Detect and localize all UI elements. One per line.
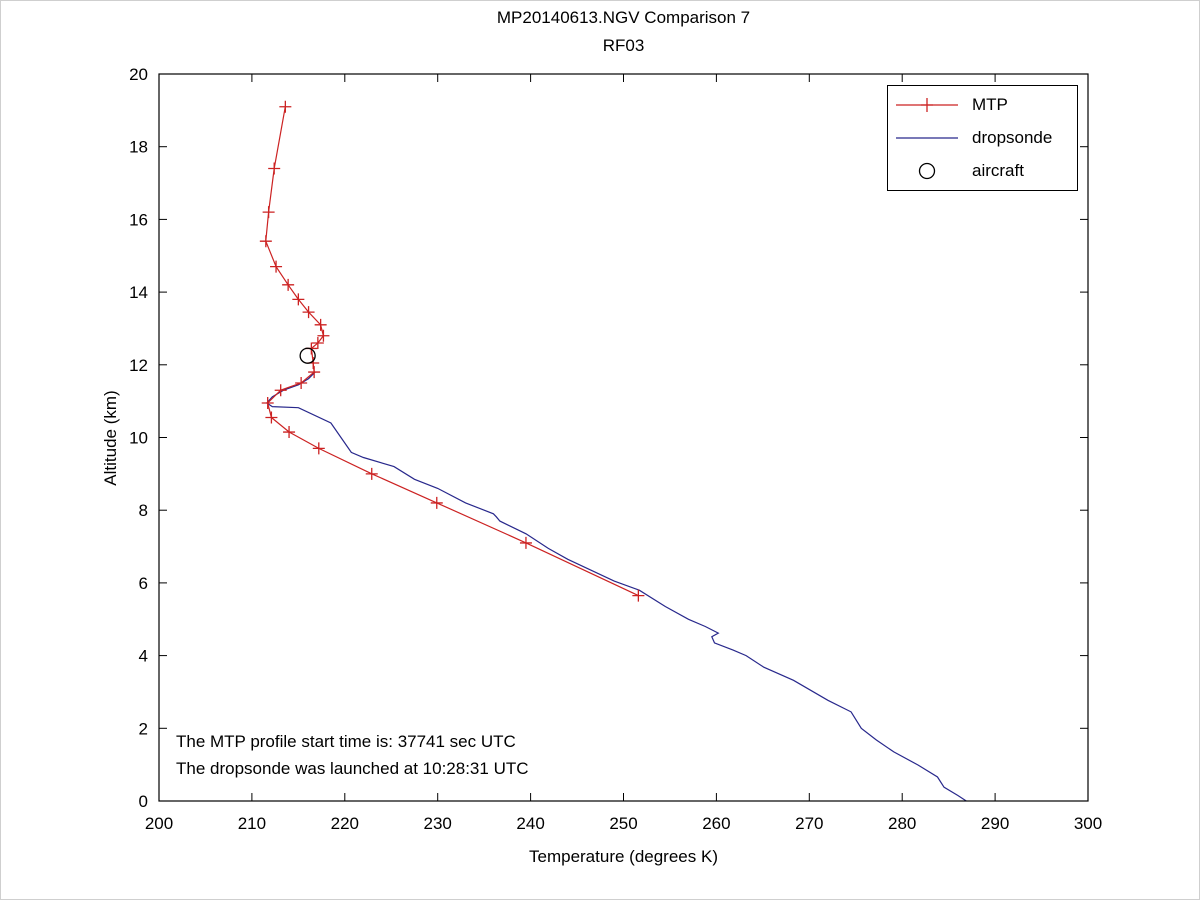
x-tick-label: 280 xyxy=(888,814,916,833)
y-tick-label: 10 xyxy=(129,429,148,448)
mtp-plus-marker xyxy=(302,306,315,319)
mtp-plus-marker xyxy=(295,376,308,389)
mtp-plus-marker xyxy=(312,442,325,455)
x-tick-label: 290 xyxy=(981,814,1009,833)
chart-title: MP20140613.NGV Comparison 7 xyxy=(496,8,751,27)
y-tick-label: 14 xyxy=(129,283,148,302)
y-tick-label: 6 xyxy=(139,574,148,593)
mtp-plus-marker xyxy=(270,260,283,273)
mtp-plus-marker xyxy=(308,366,321,379)
legend-item-dropsonde: dropsonde xyxy=(888,121,1077,154)
mtp-plus-marker xyxy=(519,536,532,549)
mtp-plus-marker xyxy=(632,589,645,602)
mtp-plus-marker xyxy=(274,384,287,397)
mtp-plus-marker xyxy=(265,411,278,424)
x-tick-label: 250 xyxy=(609,814,637,833)
y-tick-label: 12 xyxy=(129,356,148,375)
mtp-plus-marker xyxy=(279,100,292,113)
x-tick-label: 220 xyxy=(331,814,359,833)
x-tick-label: 270 xyxy=(795,814,823,833)
x-tick-label: 230 xyxy=(424,814,452,833)
y-tick-label: 4 xyxy=(139,647,148,666)
mtp-plus-marker xyxy=(259,235,272,248)
mtp-line xyxy=(265,106,639,597)
aircraft-circle-icon xyxy=(918,163,936,180)
dropsonde-line-icon xyxy=(896,137,958,139)
x-tick-label: 200 xyxy=(145,814,173,833)
mtp-plus-marker xyxy=(311,336,324,349)
x-tick-label: 260 xyxy=(702,814,730,833)
mtp-plus-marker xyxy=(282,278,295,291)
mtp-plus-marker xyxy=(261,396,274,409)
mtp-plus-marker xyxy=(314,318,327,331)
y-tick-label: 8 xyxy=(139,501,148,520)
axes-box xyxy=(158,73,1089,802)
x-tick-label: 210 xyxy=(238,814,266,833)
y-tick-label: 2 xyxy=(139,719,148,738)
legend-label-mtp: MTP xyxy=(972,94,1008,114)
aircraft-marker xyxy=(299,347,316,364)
legend-label-aircraft: aircraft xyxy=(972,161,1024,181)
y-tick-label: 20 xyxy=(129,65,148,84)
y-tick-label: 0 xyxy=(139,792,148,811)
mtp-plus-marker xyxy=(268,162,281,175)
mtp-plus-marker xyxy=(317,329,330,342)
legend-item-mtp: MTP xyxy=(888,88,1077,121)
mtp-plus-marker xyxy=(292,293,305,306)
mtp-plus-marker xyxy=(283,426,296,439)
mtp-plus-marker xyxy=(365,467,378,480)
y-tick-label: 16 xyxy=(129,210,148,229)
x-tick-label: 300 xyxy=(1074,814,1102,833)
mtp-start-time-annotation: The MTP profile start time is: 37741 sec… xyxy=(176,732,516,751)
legend-box: MTP dropsonde aircraft xyxy=(887,85,1078,191)
legend-label-dropsonde: dropsonde xyxy=(972,127,1053,147)
dropsonde-line xyxy=(265,371,967,802)
mtp-line-plus-icon xyxy=(896,97,958,112)
y-tick-label: 18 xyxy=(129,138,148,157)
legend-item-aircraft: aircraft xyxy=(888,155,1077,188)
x-axis-label: Temperature (degrees K) xyxy=(529,847,718,866)
y-axis-label: Altitude (km) xyxy=(101,390,120,486)
mtp-plus-marker xyxy=(430,496,443,509)
x-tick-label: 240 xyxy=(516,814,544,833)
chart-subtitle: RF03 xyxy=(602,36,645,55)
dropsonde-launch-annotation: The dropsonde was launched at 10:28:31 U… xyxy=(176,759,529,778)
mtp-plus-marker xyxy=(262,206,275,219)
